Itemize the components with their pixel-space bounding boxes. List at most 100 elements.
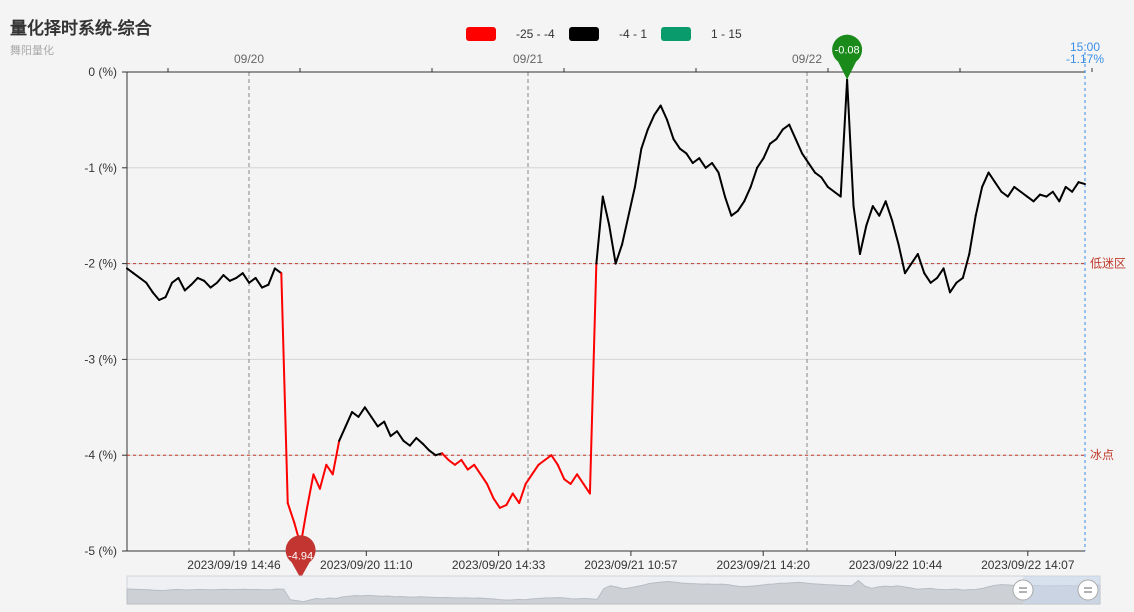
series-segment bbox=[351, 411, 360, 418]
series-segment bbox=[923, 272, 932, 284]
series-segment bbox=[261, 283, 270, 289]
series-segment bbox=[267, 267, 276, 286]
series-segment bbox=[338, 425, 347, 442]
y-tick-label: -3 (%) bbox=[84, 352, 117, 366]
series-segment bbox=[235, 272, 244, 279]
reference-label: 低迷区 bbox=[1090, 257, 1126, 271]
day-label: 09/21 bbox=[513, 52, 543, 66]
legend-label: 1 - 15 bbox=[711, 27, 742, 41]
series-segment bbox=[408, 436, 418, 447]
series-segment bbox=[666, 118, 675, 141]
series-segment bbox=[987, 171, 996, 184]
page-subtitle: 舞阳量化 bbox=[10, 45, 54, 57]
series-segment bbox=[942, 267, 951, 294]
series-segment bbox=[183, 283, 193, 292]
series-segment bbox=[486, 482, 495, 500]
series-segment bbox=[331, 439, 341, 476]
series-segment bbox=[550, 454, 559, 466]
series-segment bbox=[711, 162, 720, 174]
series-segment bbox=[1026, 195, 1035, 203]
series-segment bbox=[1013, 185, 1022, 193]
series-segment bbox=[1045, 190, 1054, 198]
x-tick-label: 2023/09/20 11:10 bbox=[320, 558, 413, 572]
series-segment bbox=[505, 492, 514, 507]
series-segment bbox=[903, 262, 913, 275]
series-segment bbox=[518, 482, 527, 505]
series-segment bbox=[653, 104, 662, 117]
series-segment bbox=[164, 281, 174, 299]
series-segment bbox=[974, 185, 984, 217]
x-tick-label: 2023/09/22 10:44 bbox=[849, 558, 943, 572]
markers: -4.94 -0.08 bbox=[285, 34, 863, 579]
series-segment bbox=[498, 504, 508, 509]
series-segment bbox=[318, 463, 328, 490]
series-segment bbox=[582, 482, 591, 495]
series-segment bbox=[646, 114, 656, 131]
series-segment bbox=[839, 78, 849, 198]
series-segment bbox=[852, 205, 861, 256]
series-segment bbox=[280, 272, 289, 505]
series-segment bbox=[1000, 190, 1009, 198]
series-segment bbox=[1019, 190, 1029, 198]
series-segment bbox=[531, 463, 540, 476]
page-title: 量化择时系统-综合 bbox=[10, 19, 152, 38]
min-marker-label: -4.94 bbox=[288, 550, 313, 562]
x-tick-label: 2023/09/20 14:33 bbox=[452, 558, 546, 572]
series-segment bbox=[453, 458, 463, 466]
series-segment bbox=[743, 185, 752, 203]
series-segment bbox=[640, 128, 649, 150]
series-segment bbox=[659, 104, 669, 121]
series-segment bbox=[775, 128, 784, 141]
series-segment bbox=[138, 276, 148, 284]
series-segment bbox=[929, 276, 939, 284]
zoom-handle-left[interactable] bbox=[1012, 579, 1034, 601]
y-tick-label: 0 (%) bbox=[88, 65, 117, 79]
series-segment bbox=[537, 458, 546, 466]
series-segment bbox=[357, 406, 366, 418]
series-segment bbox=[492, 497, 501, 509]
series-segment bbox=[1064, 185, 1074, 193]
series-segment bbox=[344, 411, 354, 428]
series-segment bbox=[306, 473, 315, 509]
series-segment bbox=[968, 214, 977, 256]
series-segment bbox=[325, 463, 334, 476]
series-segment bbox=[897, 243, 906, 275]
series-segment bbox=[177, 276, 186, 292]
series-segment bbox=[588, 262, 598, 495]
series-segment bbox=[1006, 185, 1016, 198]
current-time-label: 15:00 bbox=[1070, 40, 1100, 54]
series-segment bbox=[1058, 185, 1067, 203]
series-segment bbox=[820, 176, 829, 188]
data-zoom-slider[interactable] bbox=[126, 575, 1101, 605]
series-segment bbox=[794, 138, 804, 155]
series-segment bbox=[633, 147, 643, 188]
series-segment bbox=[788, 123, 797, 141]
series-segment bbox=[961, 253, 971, 279]
series-segment bbox=[736, 200, 746, 212]
series-segment bbox=[473, 463, 482, 476]
series-segment bbox=[434, 452, 444, 457]
series-segment bbox=[826, 185, 836, 193]
series-segment bbox=[479, 473, 489, 485]
series-segment bbox=[151, 291, 161, 302]
zoom-handle-right[interactable] bbox=[1077, 579, 1099, 601]
series-segment bbox=[216, 274, 225, 284]
series-segment bbox=[781, 123, 791, 131]
series-segment bbox=[254, 276, 264, 289]
series-segment bbox=[209, 281, 219, 289]
series-segment bbox=[389, 430, 399, 438]
series-segment bbox=[447, 458, 456, 466]
series-segment bbox=[595, 195, 604, 265]
series-segment bbox=[524, 473, 534, 485]
grid bbox=[127, 71, 1085, 551]
min-marker-pin bbox=[285, 535, 316, 579]
y-tick-label: -4 (%) bbox=[84, 448, 117, 462]
series-segment bbox=[556, 463, 566, 481]
x-tick-label: 2023/09/21 10:57 bbox=[584, 558, 678, 572]
series-segment bbox=[376, 420, 386, 428]
series-segment bbox=[936, 267, 945, 279]
day-label: 09/20 bbox=[234, 52, 264, 66]
legend[interactable]: -25 - -4 -4 - 1 1 - 15 bbox=[466, 27, 742, 41]
series-segment bbox=[801, 152, 810, 165]
